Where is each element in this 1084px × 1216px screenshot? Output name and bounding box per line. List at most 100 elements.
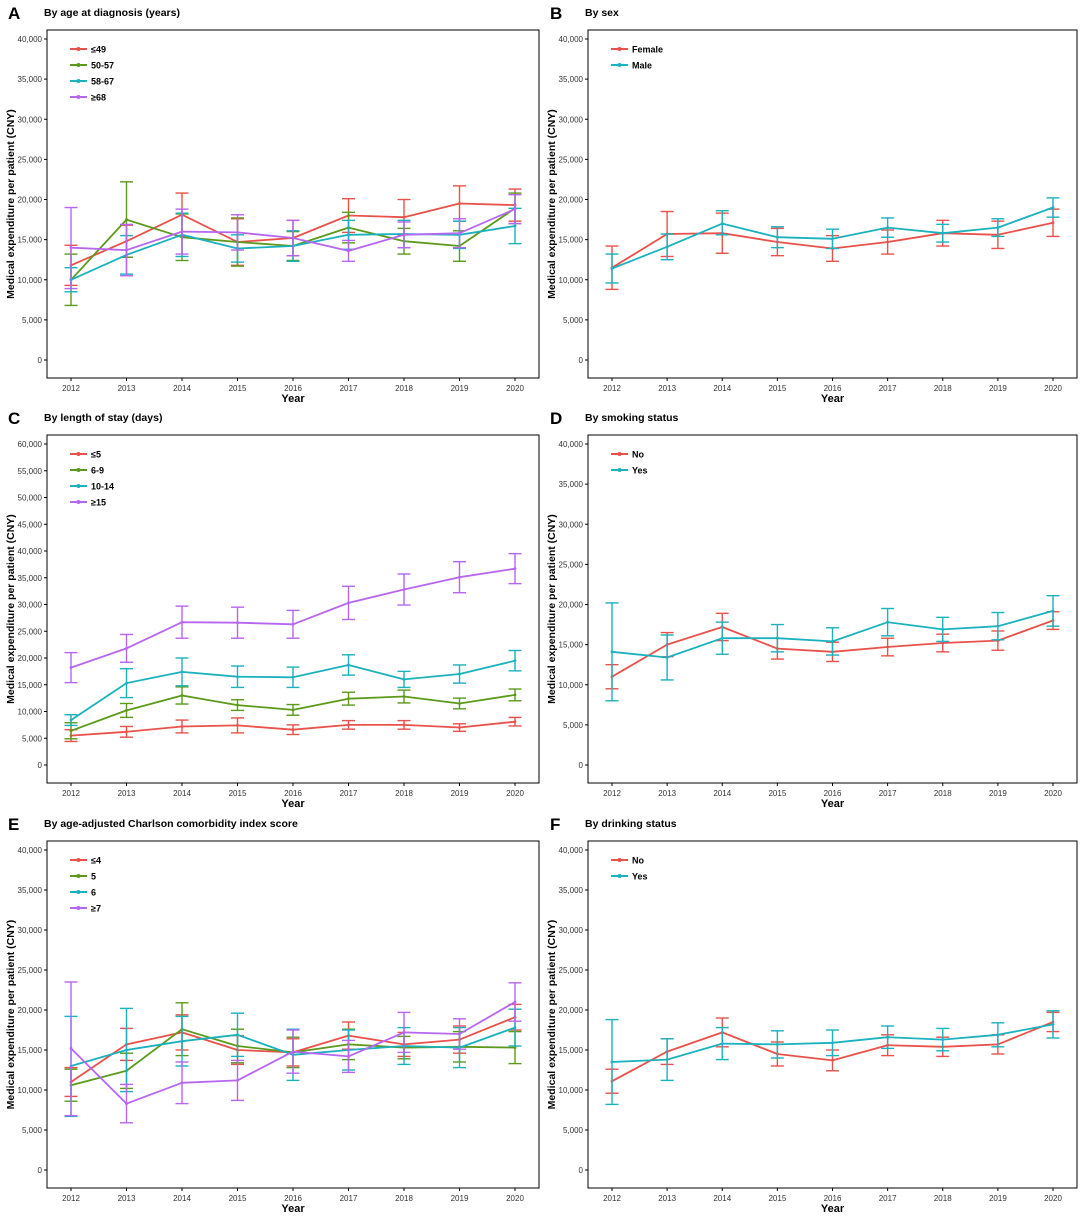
x-tick-label: 2019 bbox=[989, 384, 1007, 393]
y-tick-label: 25,000 bbox=[18, 966, 43, 975]
data-point bbox=[458, 231, 461, 235]
data-point bbox=[513, 207, 517, 211]
data-point bbox=[996, 624, 1000, 628]
x-tick-label: 2019 bbox=[451, 384, 469, 393]
y-tick-label: 0 bbox=[38, 1166, 43, 1175]
y-tick-label: 40,000 bbox=[559, 440, 584, 449]
y-tick-label: 10,000 bbox=[559, 1086, 584, 1095]
x-tick-label: 2014 bbox=[173, 789, 191, 798]
legend: ≤49 50-57 58-67 ≥68 bbox=[70, 45, 114, 103]
data-point bbox=[402, 215, 406, 219]
x-axis-label: Year bbox=[821, 393, 845, 405]
series-2 bbox=[605, 197, 1060, 284]
y-tick-label: 30,000 bbox=[559, 520, 584, 529]
data-point bbox=[236, 1033, 239, 1037]
legend-swatch-dot bbox=[617, 47, 622, 51]
x-tick-label: 2014 bbox=[173, 1194, 191, 1203]
panel-c: C By length of stay (days) 0 5,000 10,000 15,… bbox=[5, 409, 540, 810]
panel-letter: C bbox=[8, 409, 20, 428]
y-tick-label: 25,000 bbox=[18, 627, 43, 636]
y-tick-label: 5,000 bbox=[563, 316, 584, 325]
y-tick-label: 60,000 bbox=[18, 440, 43, 449]
legend-swatch-dot bbox=[617, 63, 622, 67]
data-point bbox=[720, 636, 724, 640]
y-tick-label: 20,000 bbox=[18, 1006, 43, 1015]
x-tick-label: 2020 bbox=[1044, 789, 1062, 798]
x-tick-label: 2013 bbox=[118, 1194, 136, 1203]
data-point bbox=[402, 1031, 406, 1034]
panel-letter: D bbox=[550, 409, 562, 428]
data-point bbox=[610, 267, 614, 270]
y-tick-label: 20,000 bbox=[559, 196, 584, 205]
data-point bbox=[996, 1033, 1000, 1037]
data-point bbox=[458, 702, 461, 705]
data-point bbox=[69, 1047, 73, 1050]
data-point bbox=[831, 1059, 834, 1062]
data-point bbox=[180, 1081, 184, 1085]
x-tick-label: 2017 bbox=[879, 1194, 897, 1203]
data-point bbox=[236, 675, 239, 679]
y-tick-label: 10,000 bbox=[18, 276, 43, 285]
legend-swatch-dot bbox=[76, 468, 81, 472]
data-point bbox=[347, 1055, 350, 1058]
legend-swatch-dot bbox=[76, 874, 81, 878]
x-tick-label: 2015 bbox=[768, 384, 786, 393]
y-tick-label: 30,000 bbox=[18, 926, 43, 935]
data-point bbox=[180, 670, 184, 674]
data-point bbox=[347, 663, 350, 667]
x-tick-label: 2018 bbox=[934, 384, 952, 393]
x-tick-label: 2020 bbox=[506, 384, 524, 393]
panel-f: F By drinking status 0 5,000 10,000 15,000 20,… bbox=[546, 815, 1078, 1215]
data-point bbox=[513, 1000, 517, 1004]
y-axis-label: Medical expenditure per patient (CNY) bbox=[546, 514, 558, 704]
panel-title: By smoking status bbox=[585, 412, 679, 424]
y-tick-label: 45,000 bbox=[18, 520, 43, 529]
series-2 bbox=[64, 686, 522, 740]
data-point bbox=[125, 681, 128, 685]
data-point bbox=[402, 588, 406, 591]
y-tick-label: 5,000 bbox=[22, 734, 43, 743]
data-point bbox=[125, 1102, 128, 1105]
data-point bbox=[291, 708, 295, 712]
data-point bbox=[402, 233, 406, 237]
data-point bbox=[941, 641, 945, 645]
y-tick-label: 35,000 bbox=[18, 886, 43, 895]
data-point bbox=[610, 1060, 614, 1064]
data-point bbox=[941, 231, 945, 235]
data-point bbox=[996, 226, 1000, 229]
x-tick-label: 2014 bbox=[713, 1194, 731, 1203]
y-tick-label: 35,000 bbox=[559, 480, 584, 489]
data-point bbox=[69, 718, 73, 722]
data-point bbox=[513, 1026, 517, 1029]
data-point bbox=[347, 723, 350, 727]
x-tick-label: 2019 bbox=[451, 789, 469, 798]
y-tick-label: 15,000 bbox=[18, 1046, 43, 1055]
data-point bbox=[180, 230, 184, 234]
data-point bbox=[513, 659, 517, 663]
data-point bbox=[180, 1039, 184, 1043]
data-point bbox=[291, 675, 295, 679]
plot-frame bbox=[587, 840, 1078, 1189]
x-tick-label: 2015 bbox=[229, 1194, 247, 1203]
data-point bbox=[941, 1038, 945, 1041]
data-point bbox=[402, 723, 406, 727]
y-tick-label: 10,000 bbox=[559, 276, 584, 285]
y-tick-label: 10,000 bbox=[18, 708, 43, 717]
data-point bbox=[458, 726, 461, 729]
x-tick-label: 2014 bbox=[713, 789, 731, 798]
data-point bbox=[291, 728, 295, 732]
x-tick-label: 2020 bbox=[506, 789, 524, 798]
data-point bbox=[886, 240, 890, 244]
legend-label: 6-9 bbox=[91, 466, 104, 476]
data-point bbox=[180, 725, 184, 728]
data-point bbox=[458, 202, 461, 205]
series-1 bbox=[605, 208, 1060, 291]
legend-swatch-dot bbox=[617, 858, 622, 862]
y-tick-label: 5,000 bbox=[563, 721, 584, 730]
legend-label: Yes bbox=[632, 466, 648, 476]
plot-frame bbox=[46, 840, 540, 1189]
data-point bbox=[125, 730, 128, 734]
legend-label: 5 bbox=[91, 872, 96, 882]
x-axis-label: Year bbox=[281, 1203, 305, 1215]
panel-title: By drinking status bbox=[585, 818, 677, 830]
